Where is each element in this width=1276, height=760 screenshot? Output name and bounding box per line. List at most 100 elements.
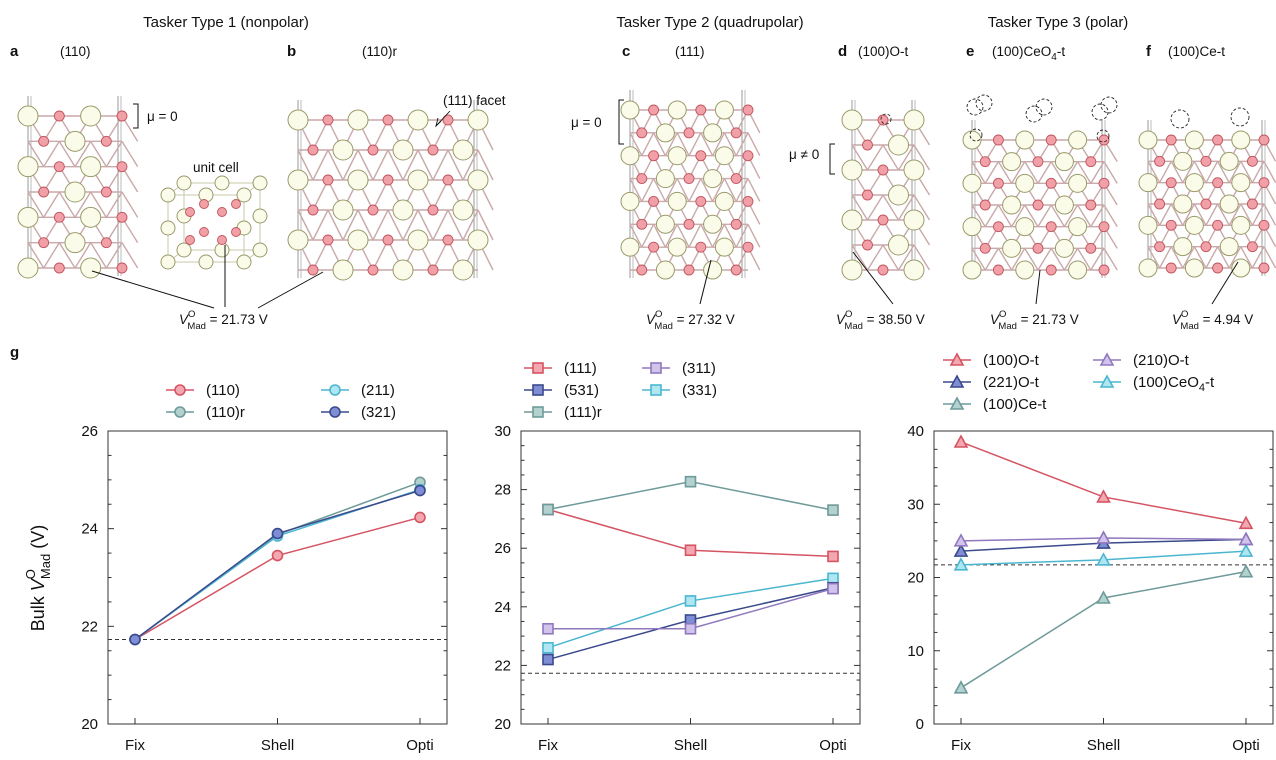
data-point (542, 622, 554, 635)
ytick-label: 10 (907, 643, 924, 660)
ytick-label: 24 (81, 521, 98, 538)
data-point (953, 543, 969, 557)
group-title-type3: Tasker Type 3 (polar) (988, 14, 1129, 31)
series-line (960, 570, 1247, 689)
legend-label: (111) (564, 360, 597, 377)
series-1 (542, 503, 839, 563)
data-point (1238, 515, 1254, 530)
xtick-label: Fix (125, 737, 145, 754)
series-2 (953, 563, 1254, 694)
legend-marker (174, 384, 186, 396)
series-4 (129, 484, 426, 646)
legend-label: (111)r (564, 404, 602, 421)
panel-headers: a (110) b (110)r c (111) d (100)O-t e (1… (10, 43, 1225, 63)
ytick-label: 20 (494, 716, 511, 733)
panel-letter-g: g (10, 344, 19, 361)
xtick-label: Fix (538, 737, 558, 754)
chart-ylabel: Bulk VOMad (V) (23, 525, 53, 631)
legend-marker (1099, 352, 1115, 366)
legend-label: (100)Ce-t (983, 396, 1047, 413)
legend-label: (321) (361, 404, 396, 421)
data-point (827, 572, 839, 585)
data-point (542, 642, 554, 654)
data-point (827, 504, 839, 516)
series-line (547, 577, 834, 649)
legend-label: (210)O-t (1133, 352, 1190, 369)
data-point (271, 527, 284, 540)
series-3 (542, 572, 839, 654)
series-line (134, 488, 421, 641)
panel-letter-b: b (287, 43, 296, 60)
legend-label: (100)O-t (983, 352, 1040, 369)
structure-annotations: μ = 0 unit cell (111) facet μ = 0 μ ≠ 0 (133, 93, 835, 175)
panel-title-b: (110)r (362, 44, 398, 59)
structure-unit-cell (160, 175, 268, 270)
data-point (414, 511, 426, 524)
panel-title-a: (110) (60, 44, 91, 59)
chart-2: 20 22 24 26 28 30 Fix Shell Opti (111) (531) (111)r… (494, 360, 861, 754)
vmad-label-d: VO Mad = 38.50 V (836, 309, 925, 332)
chart-1-frame (107, 430, 448, 725)
legend-label: (110)r (206, 404, 245, 421)
vmad-label-c: VO Mad = 27.32 V (646, 309, 735, 332)
ytick-label: 24 (494, 599, 511, 616)
legend-label: (311) (682, 360, 716, 377)
legend-marker (949, 374, 965, 388)
group-titles: Tasker Type 1 (nonpolar) Tasker Type 2 (… (143, 14, 1128, 31)
data-point (1238, 531, 1254, 546)
legend-marker (650, 362, 662, 374)
chart-1: 20 22 24 26 Fix Shell Opti (110) (211) (110)r (321… (81, 382, 448, 754)
group-title-type1: Tasker Type 1 (nonpolar) (143, 14, 309, 31)
data-point (1096, 552, 1111, 566)
legend-marker (532, 406, 544, 418)
data-point (271, 549, 284, 562)
data-point (827, 582, 839, 595)
data-point (827, 550, 839, 563)
chart-1-legend: (110) (211) (110)r (321) (166, 382, 396, 421)
data-point (1238, 543, 1254, 557)
data-point (953, 434, 969, 448)
panel-letter-c: c (622, 43, 630, 60)
series-1 (953, 434, 1254, 530)
xtick-label: Shell (674, 737, 707, 754)
series-3 (953, 543, 1254, 571)
legend-marker (532, 384, 544, 396)
vmad-label-f: VO Mad = 4.94 V (1172, 309, 1253, 332)
chart-2-frame (520, 430, 861, 725)
data-point (953, 680, 969, 694)
ytick-label: 22 (81, 618, 98, 635)
vmad-label-e: VO Mad = 21.73 V (990, 309, 1079, 332)
data-point (414, 484, 426, 497)
data-point (1238, 563, 1254, 578)
ytick-label: 28 (494, 482, 511, 499)
crystal-structures (17, 90, 1276, 281)
panel-title-f: (100)Ce-t (1168, 44, 1225, 59)
data-point (1096, 530, 1111, 544)
vmad-label-ab: VO Mad = 21.73 V (179, 309, 268, 332)
data-point (684, 475, 697, 488)
structure-a (17, 96, 139, 279)
xtick-label: Shell (261, 737, 294, 754)
series-5 (953, 530, 1254, 547)
structure-d (841, 100, 931, 281)
panel-letter-d: d (838, 43, 847, 60)
data-point (542, 653, 554, 666)
panel-letter-f: f (1146, 43, 1152, 60)
chart-3-legend: (100)O-t (221)O-t (100)Ce-t (210)O-t (100)Ce… (943, 352, 1215, 413)
vmad-leaders (91, 245, 1239, 309)
mu-zero-label-a: μ = 0 (147, 109, 178, 124)
legend-marker (532, 362, 544, 374)
xtick-label: Opti (819, 737, 847, 754)
ytick-label: 22 (494, 657, 511, 674)
legend-marker (650, 384, 662, 396)
legend-label: (100)CeO4-t (1133, 374, 1215, 394)
series-3 (129, 483, 426, 646)
data-point (953, 533, 969, 547)
ytick-label: 26 (494, 540, 511, 557)
ytick-label: 20 (81, 716, 98, 733)
ytick-label: 40 (907, 423, 924, 440)
legend-label: (531) (564, 382, 599, 399)
ytick-label: 0 (916, 716, 924, 733)
xtick-label: Opti (406, 737, 434, 754)
unit-cell-label: unit cell (193, 160, 239, 175)
